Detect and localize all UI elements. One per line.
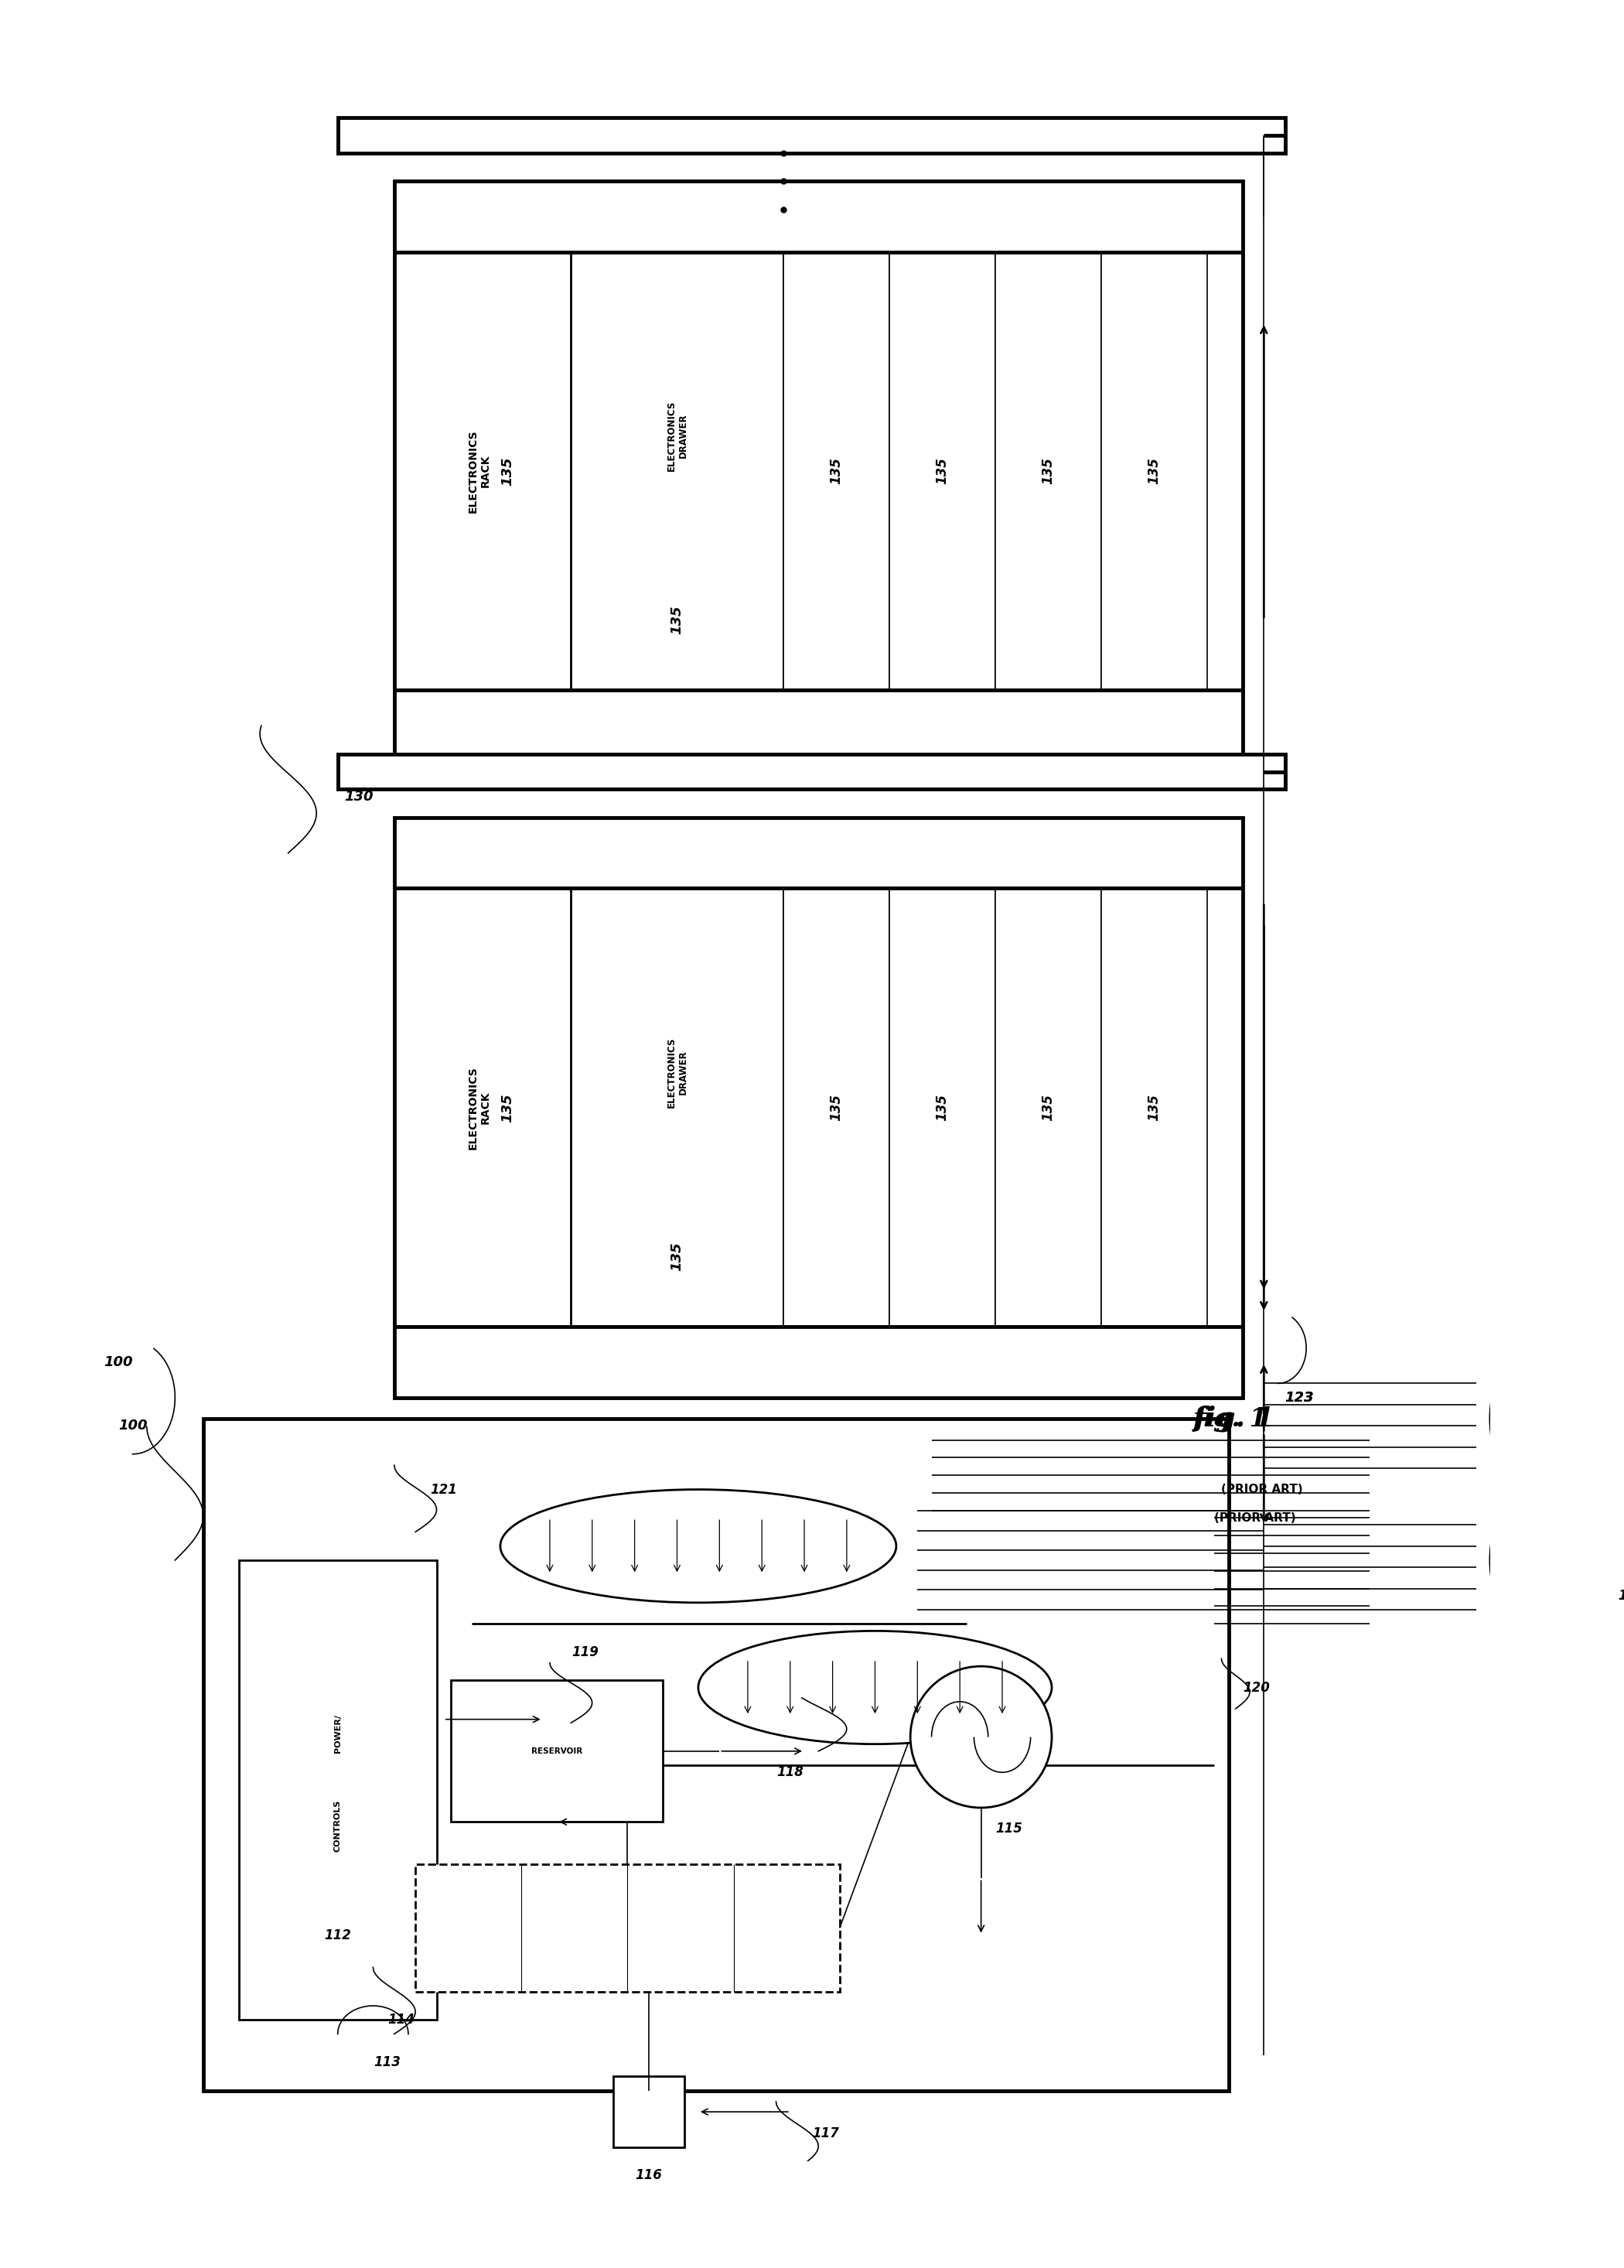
Text: 135: 135 — [935, 458, 948, 485]
Text: (PRIOR ART): (PRIOR ART) — [1221, 1483, 1302, 1495]
Text: 120: 120 — [1244, 1681, 1270, 1694]
Text: (PRIOR ART): (PRIOR ART) — [1215, 1513, 1296, 1524]
Text: 135: 135 — [1147, 1093, 1161, 1120]
Bar — [203, 1420, 1228, 2091]
Text: 135: 135 — [830, 458, 843, 485]
Bar — [239, 1560, 437, 2021]
Bar — [996, 252, 1101, 689]
Text: ELECTRONICS
RACK: ELECTRONICS RACK — [468, 429, 490, 513]
Ellipse shape — [1491, 1347, 1575, 1490]
Text: 122: 122 — [1618, 1588, 1624, 1603]
Bar — [783, 889, 890, 1327]
Bar — [572, 252, 783, 689]
Text: 100: 100 — [119, 1420, 148, 1433]
Bar — [783, 252, 890, 689]
Text: 121: 121 — [430, 1483, 458, 1497]
Text: 119: 119 — [572, 1644, 599, 1660]
Text: POWER/: POWER/ — [335, 1715, 341, 1753]
Text: 113: 113 — [374, 2055, 401, 2068]
Bar — [1101, 252, 1207, 689]
Text: fig. 1: fig. 1 — [1194, 1406, 1268, 1431]
Text: 117: 117 — [812, 2125, 840, 2141]
Text: CONTROLS: CONTROLS — [335, 1799, 341, 1851]
Text: 135: 135 — [500, 456, 515, 485]
Text: 123: 123 — [1285, 1390, 1314, 1404]
Text: 135: 135 — [830, 1093, 843, 1120]
Ellipse shape — [1491, 1490, 1575, 1631]
Ellipse shape — [698, 1631, 1052, 1744]
Text: 118: 118 — [776, 1765, 804, 1780]
Text: 115: 115 — [996, 1821, 1023, 1835]
Bar — [338, 118, 1285, 152]
Bar — [416, 1864, 840, 1991]
Bar — [996, 889, 1101, 1327]
Text: ELECTRONICS
RACK: ELECTRONICS RACK — [468, 1066, 490, 1150]
Bar — [890, 889, 996, 1327]
Text: ELECTRONICS
DRAWER: ELECTRONICS DRAWER — [666, 401, 689, 472]
Ellipse shape — [500, 1490, 896, 1603]
Circle shape — [911, 1667, 1052, 1808]
Text: 116: 116 — [635, 2168, 663, 2182]
Bar — [395, 181, 1242, 762]
Bar — [614, 2077, 684, 2148]
Text: 135: 135 — [1041, 458, 1056, 485]
Text: 123: 123 — [1285, 1390, 1314, 1404]
Bar — [890, 252, 996, 689]
Text: 135: 135 — [935, 1093, 948, 1120]
Bar — [1101, 889, 1207, 1327]
Bar — [572, 889, 783, 1327]
Text: RESERVOIR: RESERVOIR — [531, 1746, 583, 1755]
Text: fig. 1: fig. 1 — [1194, 1406, 1275, 1431]
Bar — [395, 819, 1242, 1397]
Text: 135: 135 — [671, 606, 684, 635]
Text: 135: 135 — [671, 1241, 684, 1270]
Text: 112: 112 — [325, 1928, 351, 1941]
Text: 135: 135 — [1041, 1093, 1056, 1120]
Bar — [338, 753, 1285, 789]
Text: 135: 135 — [1147, 458, 1161, 485]
Text: 130: 130 — [344, 789, 374, 803]
Text: 114: 114 — [388, 2014, 414, 2028]
Bar — [451, 1681, 663, 1821]
Text: 135: 135 — [500, 1093, 515, 1123]
Text: 100: 100 — [104, 1356, 133, 1370]
Text: ELECTRONICS
DRAWER: ELECTRONICS DRAWER — [666, 1036, 689, 1107]
